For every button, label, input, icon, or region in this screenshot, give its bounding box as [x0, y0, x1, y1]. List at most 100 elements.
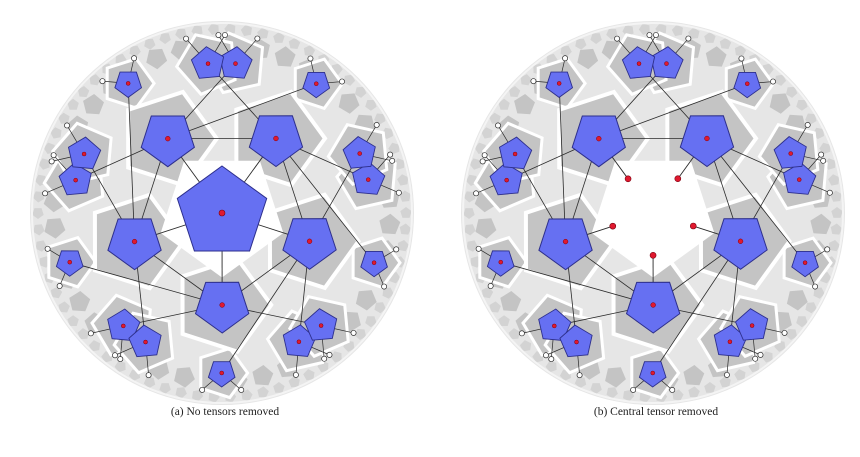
- ring2-edge: [221, 241, 310, 374]
- ring1-tensor: [282, 218, 337, 270]
- ring1-tensor: [625, 281, 681, 334]
- fringe-tile: [273, 32, 285, 43]
- fringe-tile: [143, 377, 156, 389]
- boundary-index: [630, 386, 637, 393]
- boundary-index: [393, 246, 400, 253]
- fringe-tile: [303, 369, 315, 381]
- fringe-tile: [761, 351, 773, 363]
- outer-tile: [355, 290, 377, 311]
- central-tensor: [176, 165, 268, 252]
- bulk-index-dot: [273, 135, 279, 142]
- fringe-tile: [590, 33, 602, 44]
- ring1-tensor: [194, 281, 250, 334]
- fringe-tile: [397, 174, 409, 186]
- fringe-tile: [786, 86, 798, 98]
- outer-tile: [500, 291, 522, 312]
- fringe-tile: [481, 127, 493, 139]
- fringe-tile: [399, 190, 411, 202]
- fringe-tile: [240, 24, 252, 37]
- boundary-index: [530, 78, 537, 85]
- fringe-tile: [129, 45, 141, 57]
- fringe-tile: [638, 23, 650, 35]
- outer-tile: [769, 93, 791, 114]
- fringe-tile: [397, 240, 409, 252]
- fringe-tile: [32, 191, 45, 203]
- bulk-index-dot: [219, 370, 224, 376]
- bulk-index-dot: [81, 151, 87, 157]
- exposed-index-dot: [624, 175, 632, 183]
- boundary-index: [479, 158, 486, 165]
- bulk-index-dot: [512, 151, 518, 157]
- ring1-tensor: [248, 115, 304, 168]
- central-tile: [591, 160, 715, 278]
- fringe-tile: [463, 208, 475, 219]
- fringe-tile: [469, 158, 481, 170]
- fringe-tile: [719, 37, 732, 49]
- bulk-index-dot: [737, 238, 744, 244]
- bulk-index-dot: [562, 238, 569, 245]
- boundary-index: [804, 121, 811, 128]
- boundary-index: [292, 371, 299, 378]
- fringe-tile: [159, 383, 171, 394]
- boundary-index: [481, 152, 488, 159]
- ring1-tensor: [571, 115, 626, 168]
- boundary-index: [222, 32, 228, 38]
- fringe-tile: [785, 328, 798, 340]
- ring1-tensor: [140, 115, 195, 168]
- boundary-index: [738, 55, 745, 62]
- fringe-tile: [365, 316, 377, 328]
- fringe-tile: [50, 286, 63, 299]
- fringe-tile: [489, 301, 501, 313]
- boundary-index: [781, 329, 788, 336]
- fringe-tile: [831, 207, 843, 218]
- boundary-index: [112, 352, 118, 359]
- boundary-index: [321, 355, 328, 362]
- fringe-tile: [774, 74, 787, 86]
- boundary-index: [820, 157, 827, 164]
- boundary-index: [339, 78, 345, 85]
- bulk-index-dot: [165, 136, 171, 142]
- fringe-tile: [241, 389, 253, 401]
- outer-tile: [475, 218, 497, 239]
- fringe-tile: [224, 23, 236, 35]
- boundary-index: [350, 329, 357, 336]
- fringe-tile: [704, 32, 716, 43]
- fringe-tile: [719, 376, 731, 388]
- fringe-tile: [288, 376, 300, 388]
- fringe-tile: [355, 86, 367, 98]
- fringe-tile: [688, 27, 700, 39]
- fringe-tile: [590, 383, 602, 394]
- fringe-tile: [796, 100, 808, 111]
- bulk-index-dot: [371, 260, 377, 265]
- outer-tile: [44, 218, 66, 239]
- boundary-index: [326, 351, 333, 358]
- fringe-tile: [805, 113, 817, 125]
- ring2-edge: [652, 241, 741, 374]
- boundary-index: [238, 387, 245, 393]
- fringe-tile: [805, 302, 817, 314]
- boundary-index: [653, 32, 659, 38]
- bulk-index-dot: [318, 323, 324, 328]
- bulk-index-dot: [650, 370, 655, 376]
- bulk-index-dot: [131, 238, 138, 245]
- boundary-index: [389, 157, 396, 164]
- bulk-index-dot: [498, 259, 503, 265]
- fringe-tile: [144, 38, 156, 50]
- boundary-index: [48, 158, 55, 165]
- exposed-index-dot: [689, 222, 697, 230]
- fringe-tile: [374, 113, 386, 125]
- boundary-index: [56, 283, 63, 289]
- fringe-tile: [655, 23, 667, 35]
- tensor-layer: [42, 32, 402, 393]
- fringe-tile: [481, 286, 494, 299]
- fringe-tile: [623, 389, 635, 402]
- boundary-index: [64, 122, 70, 129]
- outer-tile: [252, 365, 274, 386]
- outer-tile: [810, 213, 832, 235]
- boundary-index: [812, 283, 819, 290]
- fringe-tile: [734, 369, 746, 381]
- fringe-tile: [489, 112, 501, 124]
- fringe-tile: [303, 45, 316, 57]
- boundary-index: [254, 35, 261, 42]
- ring2-edge: [598, 83, 748, 140]
